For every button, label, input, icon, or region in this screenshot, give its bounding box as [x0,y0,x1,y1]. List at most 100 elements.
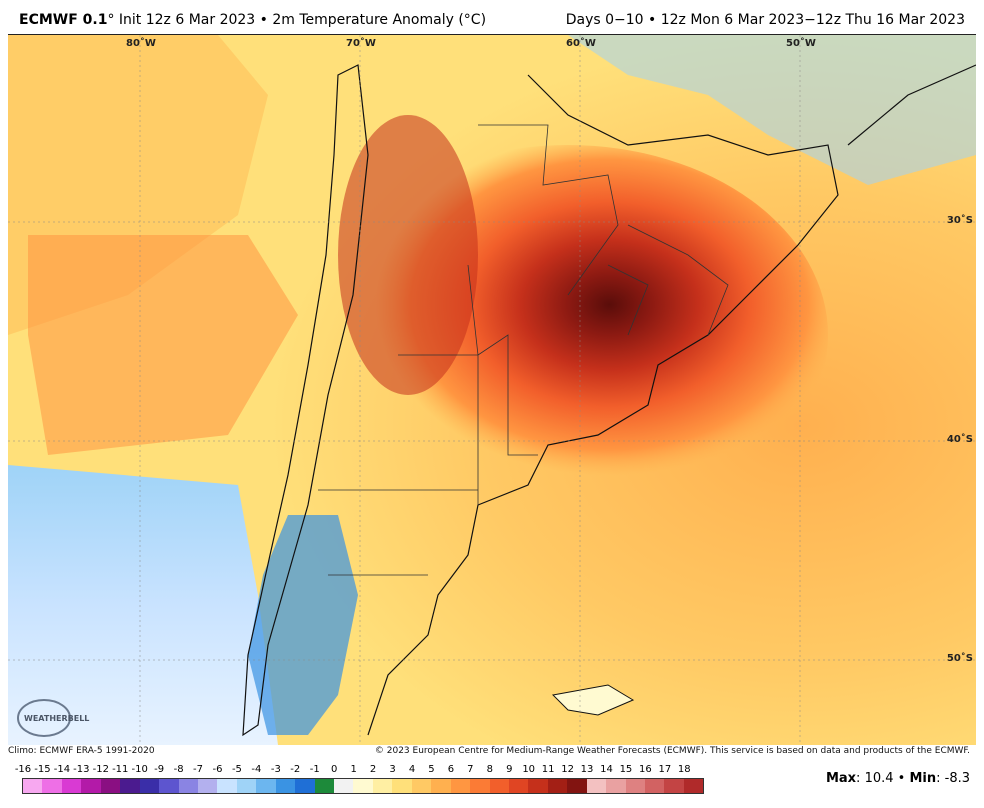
model-name: ECMWF 0.1 [19,12,108,28]
colorbar-labels: -16 -15 -14 -13 -12 -11 -10 -9 -8 -7 -6 -5 -4 -3 -2 -1 0… [15,764,704,776]
colorbar-swatch [295,779,315,793]
max-min-separator: • [893,771,910,786]
colorbar-label: -14 [53,764,71,775]
colorbar-swatch [61,779,82,793]
max-min-readout: Max: 10.4 • Min: -8.3 [825,771,970,786]
colorbar-label: -3 [270,764,281,775]
colorbar-label: 8 [486,764,493,775]
colorbar-swatch [567,779,587,793]
colorbar-swatch [256,779,276,793]
colorbar-label: -11 [112,764,129,775]
colorbar-label: 4 [408,764,416,775]
colorbar-label: 18 [677,764,691,775]
colorbar-label: -8 [173,764,184,775]
colorbar-swatch [139,779,160,793]
colorbar-label: 9 [506,764,513,775]
colorbar-label: -2 [290,764,301,775]
colorbar-swatch [120,779,140,793]
colorbar-label: 17 [658,764,672,775]
pacific-anomaly-area [28,235,298,455]
latitude-label-30s: 30˚S [946,215,973,226]
latitude-label-50s: 50˚S [946,653,973,664]
colorbar-swatch [334,779,354,793]
colorbar-swatch [23,779,43,793]
colorbar-label: 1 [350,764,357,775]
colorbar-swatch [528,779,548,793]
svg-text:WEATHERBELL: WEATHERBELL [24,714,89,723]
colorbar-label: 7 [467,764,474,775]
longitude-label-70w: 70˚W [346,38,376,49]
colorbar-label: -13 [73,764,90,775]
patagonia-cold-area [248,515,358,735]
colorbar-label: 5 [428,764,435,775]
colorbar-label: 16 [639,764,652,775]
colorbar-swatch [547,779,568,793]
colorbar-swatch [431,779,451,793]
colorbar-swatch [236,779,257,793]
atlantic-coastline [367,74,839,736]
latitude-label-40s: 40˚S [946,434,973,445]
colorbar-swatch [42,779,62,793]
colorbar-label: 12 [561,764,574,775]
colorbar-swatch [100,779,121,793]
colorbar-swatch [392,779,412,793]
chile-coastline [242,64,369,737]
climo-note: Climo: ECMWF ERA-5 1991-2020 [8,746,155,756]
colorbar-label: -15 [34,764,51,775]
colorbar-label: -10 [131,764,148,775]
max-label: Max [825,771,857,786]
colorbar-label: -5 [231,764,242,775]
valid-range: Days 0−10 • 12z Mon 6 Mar 2023−12z Thu 1… [565,12,965,28]
weatherbell-logo: WEATHERBELL [17,699,89,737]
colorbar-label: 11 [541,764,555,775]
longitude-label-60w: 60˚W [566,38,596,49]
colorbar-label: 6 [447,764,455,775]
colorbar-swatch [411,779,432,793]
colorbar-swatch [197,779,218,793]
longitude-label-50w: 50˚W [786,38,816,49]
longitude-label-80w: 80˚W [126,38,156,49]
brazil-coastline [847,64,976,146]
colorbar-label: 2 [369,764,377,775]
colorbar-label: -6 [212,764,223,775]
colorbar-label: 10 [522,764,536,775]
colorbar-label: 14 [600,764,613,775]
colorbar-label: -9 [154,764,165,775]
colorbar-swatch [586,779,607,793]
colorbar-label: 0 [331,764,338,775]
colorbar-swatch [275,779,296,793]
colorbar-swatch [625,779,645,793]
province-borders [318,124,729,576]
colorbar-label: -7 [193,764,204,775]
colorbar-swatch [489,779,509,793]
init-and-field: Init 12z 6 Mar 2023 • 2m Temperature Ano… [114,12,487,28]
colorbar-label: -16 [14,764,32,775]
colorbar-label: -12 [92,764,109,775]
colorbar-swatch [217,779,237,793]
map-panel[interactable]: 80˚W 70˚W 60˚W 50˚W 30˚S 40˚S 50˚S [8,34,976,745]
colorbar-swatch [606,779,626,793]
degree-symbol: ° [107,12,115,28]
colorbar-label: 3 [389,764,396,775]
colorbar-swatch [450,779,471,793]
colorbar-label: -4 [251,764,262,775]
colorbar-swatch [159,779,179,793]
copyright-note: © 2023 European Centre for Medium-Range … [374,746,970,756]
colorbar-swatch [353,779,373,793]
colorbar-label: -1 [309,764,320,775]
graticule [8,35,976,745]
max-value: 10.4 [864,771,894,786]
brazil-cool-area [568,35,976,185]
min-label: Min [909,771,937,786]
colorbar-swatch [372,779,393,793]
colorbar-swatch [683,779,704,793]
colorbar-swatch [508,779,529,793]
colorbar-swatch [470,779,490,793]
colorbar-swatch [81,779,101,793]
map-title: ECMWF 0.1° Init 12z 6 Mar 2023 • 2m Temp… [19,12,486,28]
colorbar [22,778,705,794]
colorbar-swatch [664,779,684,793]
southern-pacific-cool-area [8,465,278,745]
min-value: -8.3 [944,771,970,786]
colorbar-swatch [314,779,334,793]
